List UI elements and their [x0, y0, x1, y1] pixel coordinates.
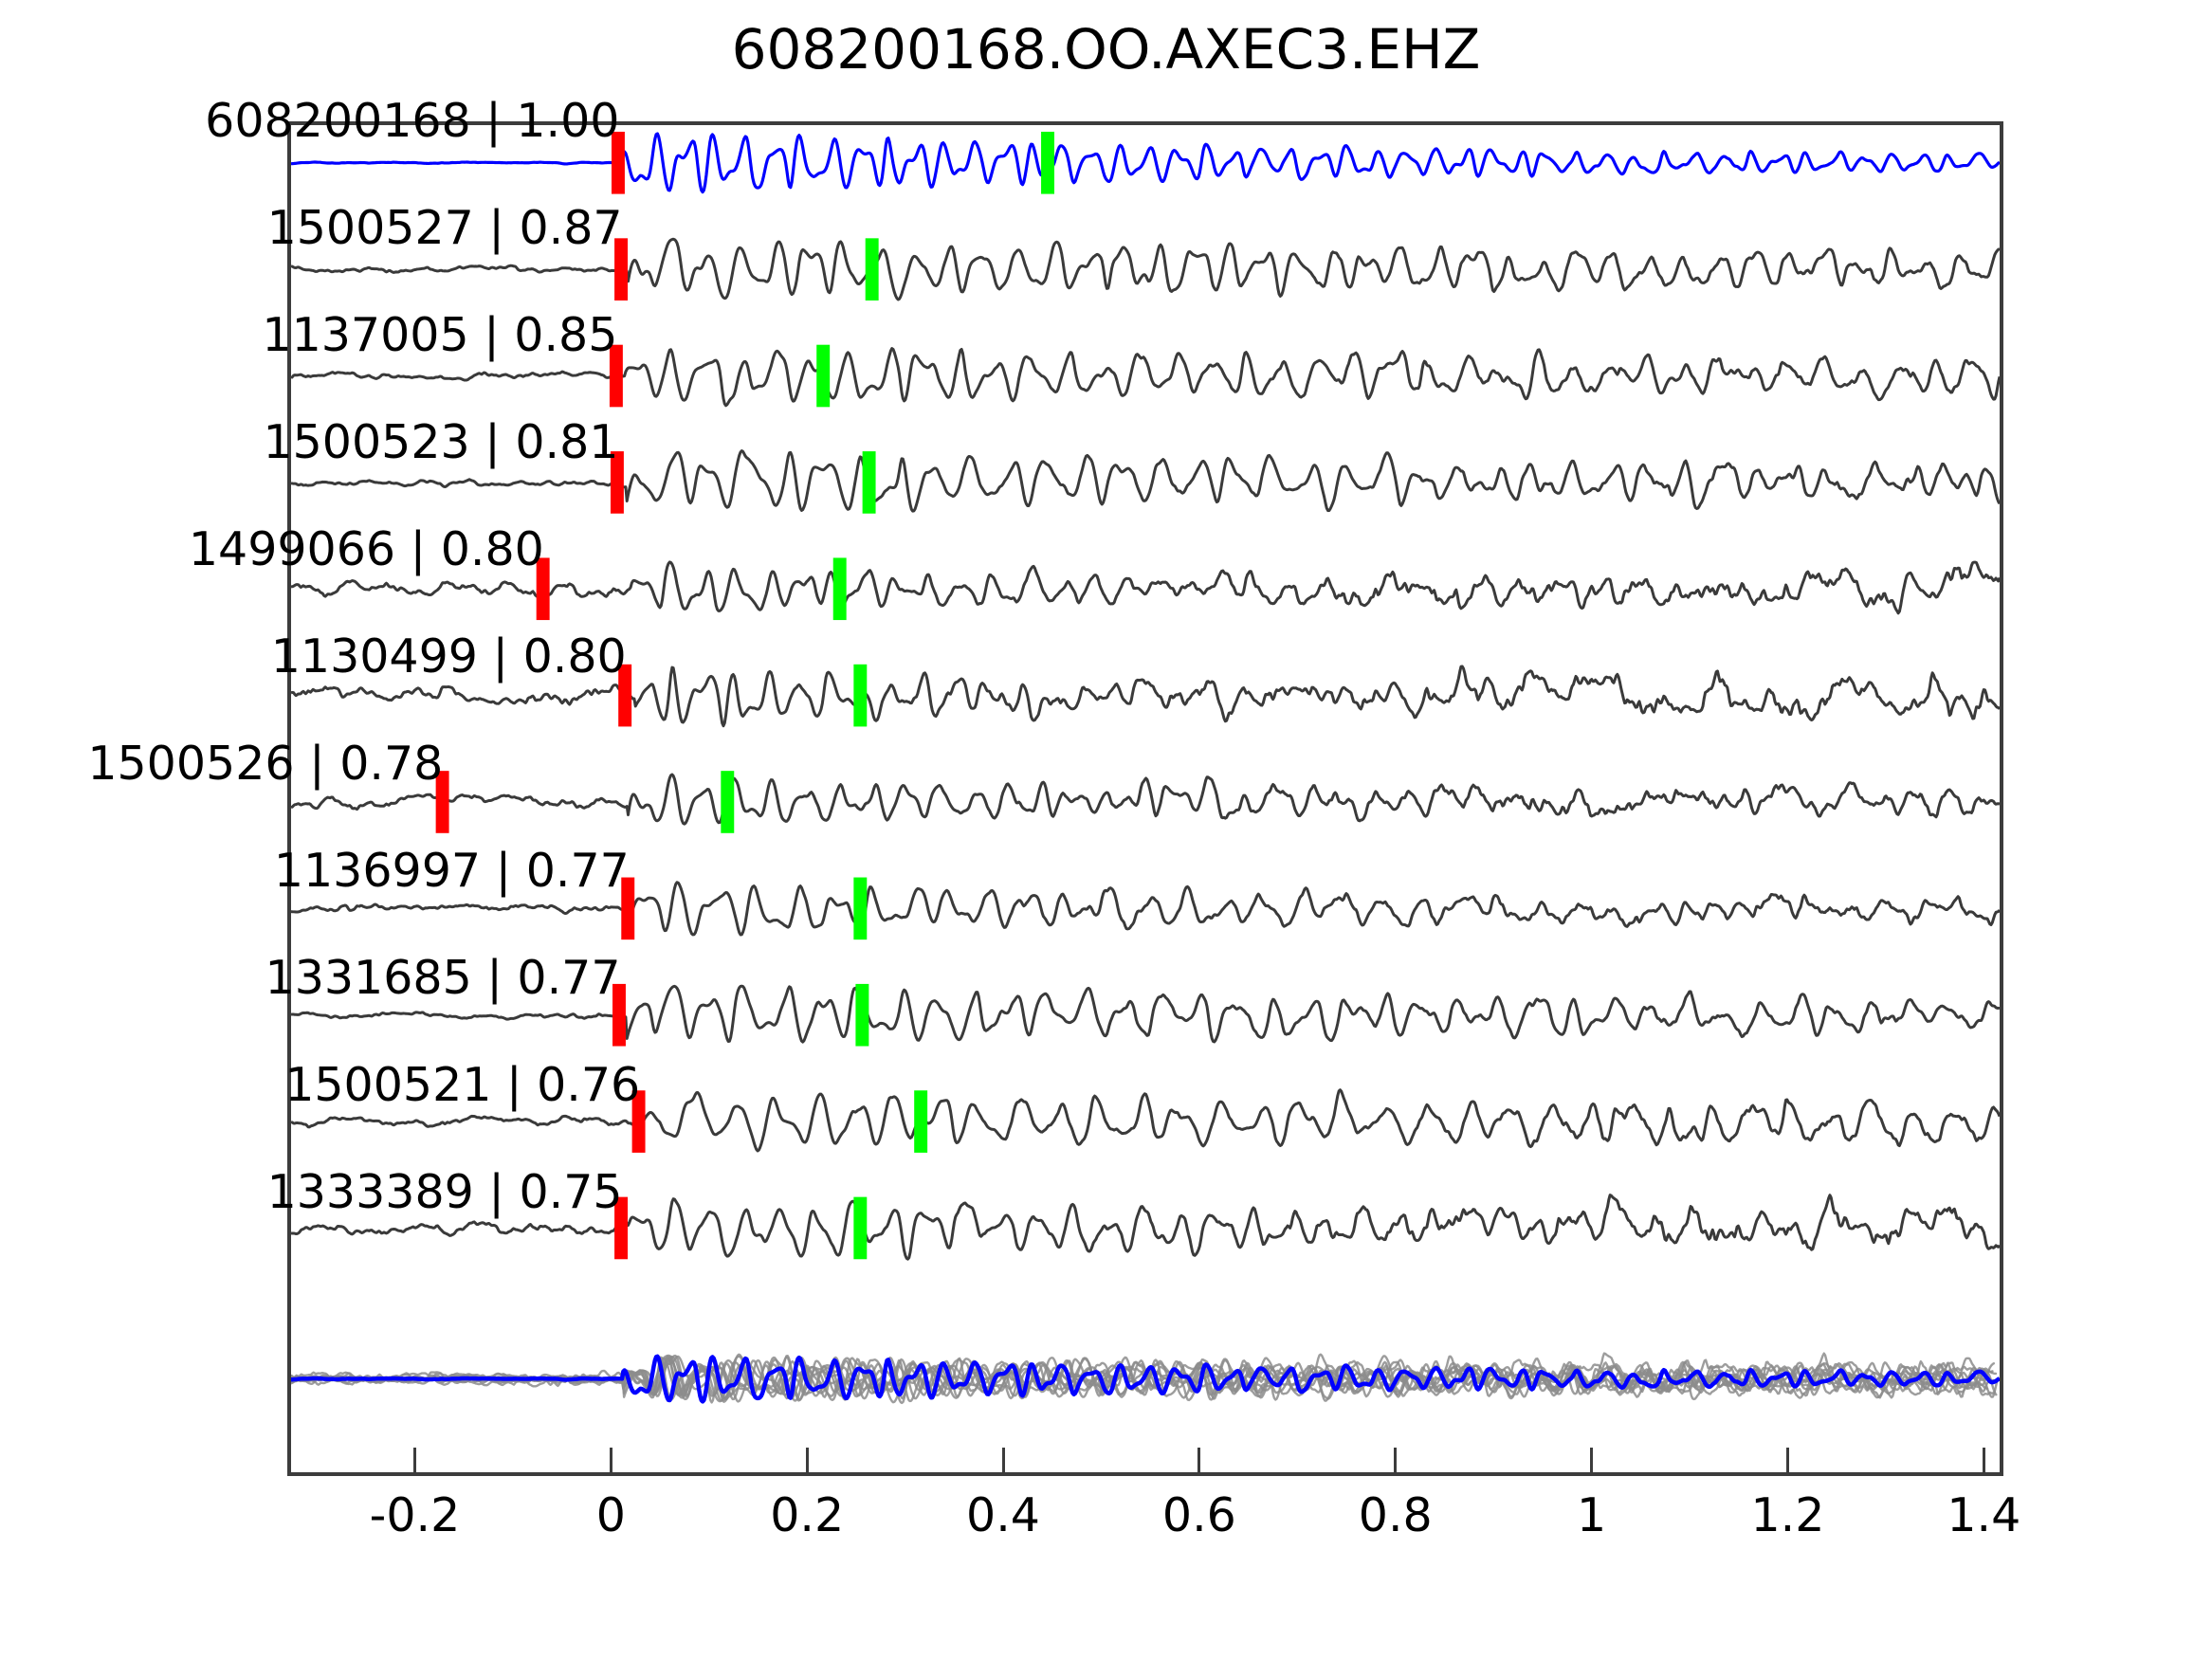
s-pick-marker — [862, 451, 876, 514]
p-pick-marker — [631, 1090, 646, 1153]
x-tick-label: 1.4 — [1947, 1488, 2021, 1542]
p-pick-marker — [611, 131, 625, 194]
plot-axes — [287, 121, 2003, 1476]
x-tick-label: -0.2 — [369, 1488, 461, 1542]
waveform-trace — [291, 1088, 2000, 1153]
trace-label: 1500526 | 0.78 — [87, 737, 444, 791]
x-tick-mark — [1982, 1448, 1985, 1476]
s-pick-marker — [914, 1090, 928, 1153]
s-pick-marker — [855, 983, 869, 1047]
waveform-trace — [291, 237, 2000, 301]
x-tick-mark — [1197, 1448, 1201, 1476]
stack-reference-trace — [291, 1354, 2000, 1404]
x-tick-mark — [805, 1448, 809, 1476]
p-pick-marker — [614, 238, 629, 301]
page-title: 608200168.OO.AXEC3.EHZ — [731, 17, 1481, 82]
x-tick-label: 0 — [595, 1488, 626, 1542]
p-pick-marker — [612, 983, 626, 1047]
s-pick-marker — [832, 557, 847, 621]
waveform-trace — [291, 773, 2000, 826]
trace-label: 1499066 | 0.80 — [188, 522, 544, 576]
trace-label: 1500521 | 0.76 — [284, 1058, 641, 1112]
waveform-trace — [291, 449, 2000, 513]
x-tick-label: 0.2 — [770, 1488, 845, 1542]
trace-label: 1500527 | 0.87 — [266, 201, 623, 255]
p-pick-marker — [610, 451, 624, 514]
s-pick-marker — [853, 1196, 868, 1260]
x-tick-label: 0.8 — [1358, 1488, 1433, 1542]
waveform-trace — [291, 1194, 2000, 1261]
x-tick-mark — [1785, 1448, 1789, 1476]
x-tick-mark — [609, 1448, 612, 1476]
waveform-trace — [291, 560, 2000, 615]
s-pick-marker — [1041, 131, 1054, 194]
p-pick-marker — [609, 344, 623, 408]
trace-label: 1136997 | 0.77 — [273, 844, 630, 898]
x-tick-mark — [1001, 1448, 1005, 1476]
trace-label: 1331685 | 0.77 — [265, 951, 621, 1005]
s-pick-marker — [853, 664, 868, 727]
p-pick-marker — [536, 557, 550, 621]
waveform-canvas — [291, 131, 2000, 1405]
p-pick-marker — [435, 771, 449, 833]
x-tick-mark — [412, 1448, 416, 1476]
p-pick-marker — [614, 1196, 629, 1260]
s-pick-marker — [721, 771, 735, 833]
x-tick-mark — [1590, 1448, 1594, 1476]
waveform-trace — [291, 132, 2000, 194]
x-tick-label: 1.2 — [1750, 1488, 1825, 1542]
trace-label: 1130499 | 0.80 — [270, 629, 627, 684]
waveform-trace — [291, 881, 2000, 937]
trace-label: 1137005 | 0.85 — [262, 308, 618, 362]
s-pick-marker — [865, 238, 879, 301]
x-tick-label: 0.4 — [966, 1488, 1040, 1542]
trace-label: 1333389 | 0.75 — [266, 1165, 623, 1219]
trace-label: 608200168 | 1.00 — [205, 94, 620, 148]
trace-label: 1500523 | 0.81 — [263, 415, 619, 469]
waveform-trace — [291, 347, 2000, 408]
waveform-trace — [291, 984, 2000, 1044]
p-pick-marker — [618, 664, 632, 727]
s-pick-marker — [853, 877, 868, 940]
x-tick-label: 0.6 — [1161, 1488, 1236, 1542]
stack-overlay-trace — [291, 1355, 1989, 1404]
x-tick-label: 1 — [1577, 1488, 1607, 1542]
p-pick-marker — [621, 877, 635, 940]
s-pick-marker — [816, 344, 831, 408]
waveform-trace — [291, 665, 2000, 728]
x-tick-mark — [1394, 1448, 1398, 1476]
